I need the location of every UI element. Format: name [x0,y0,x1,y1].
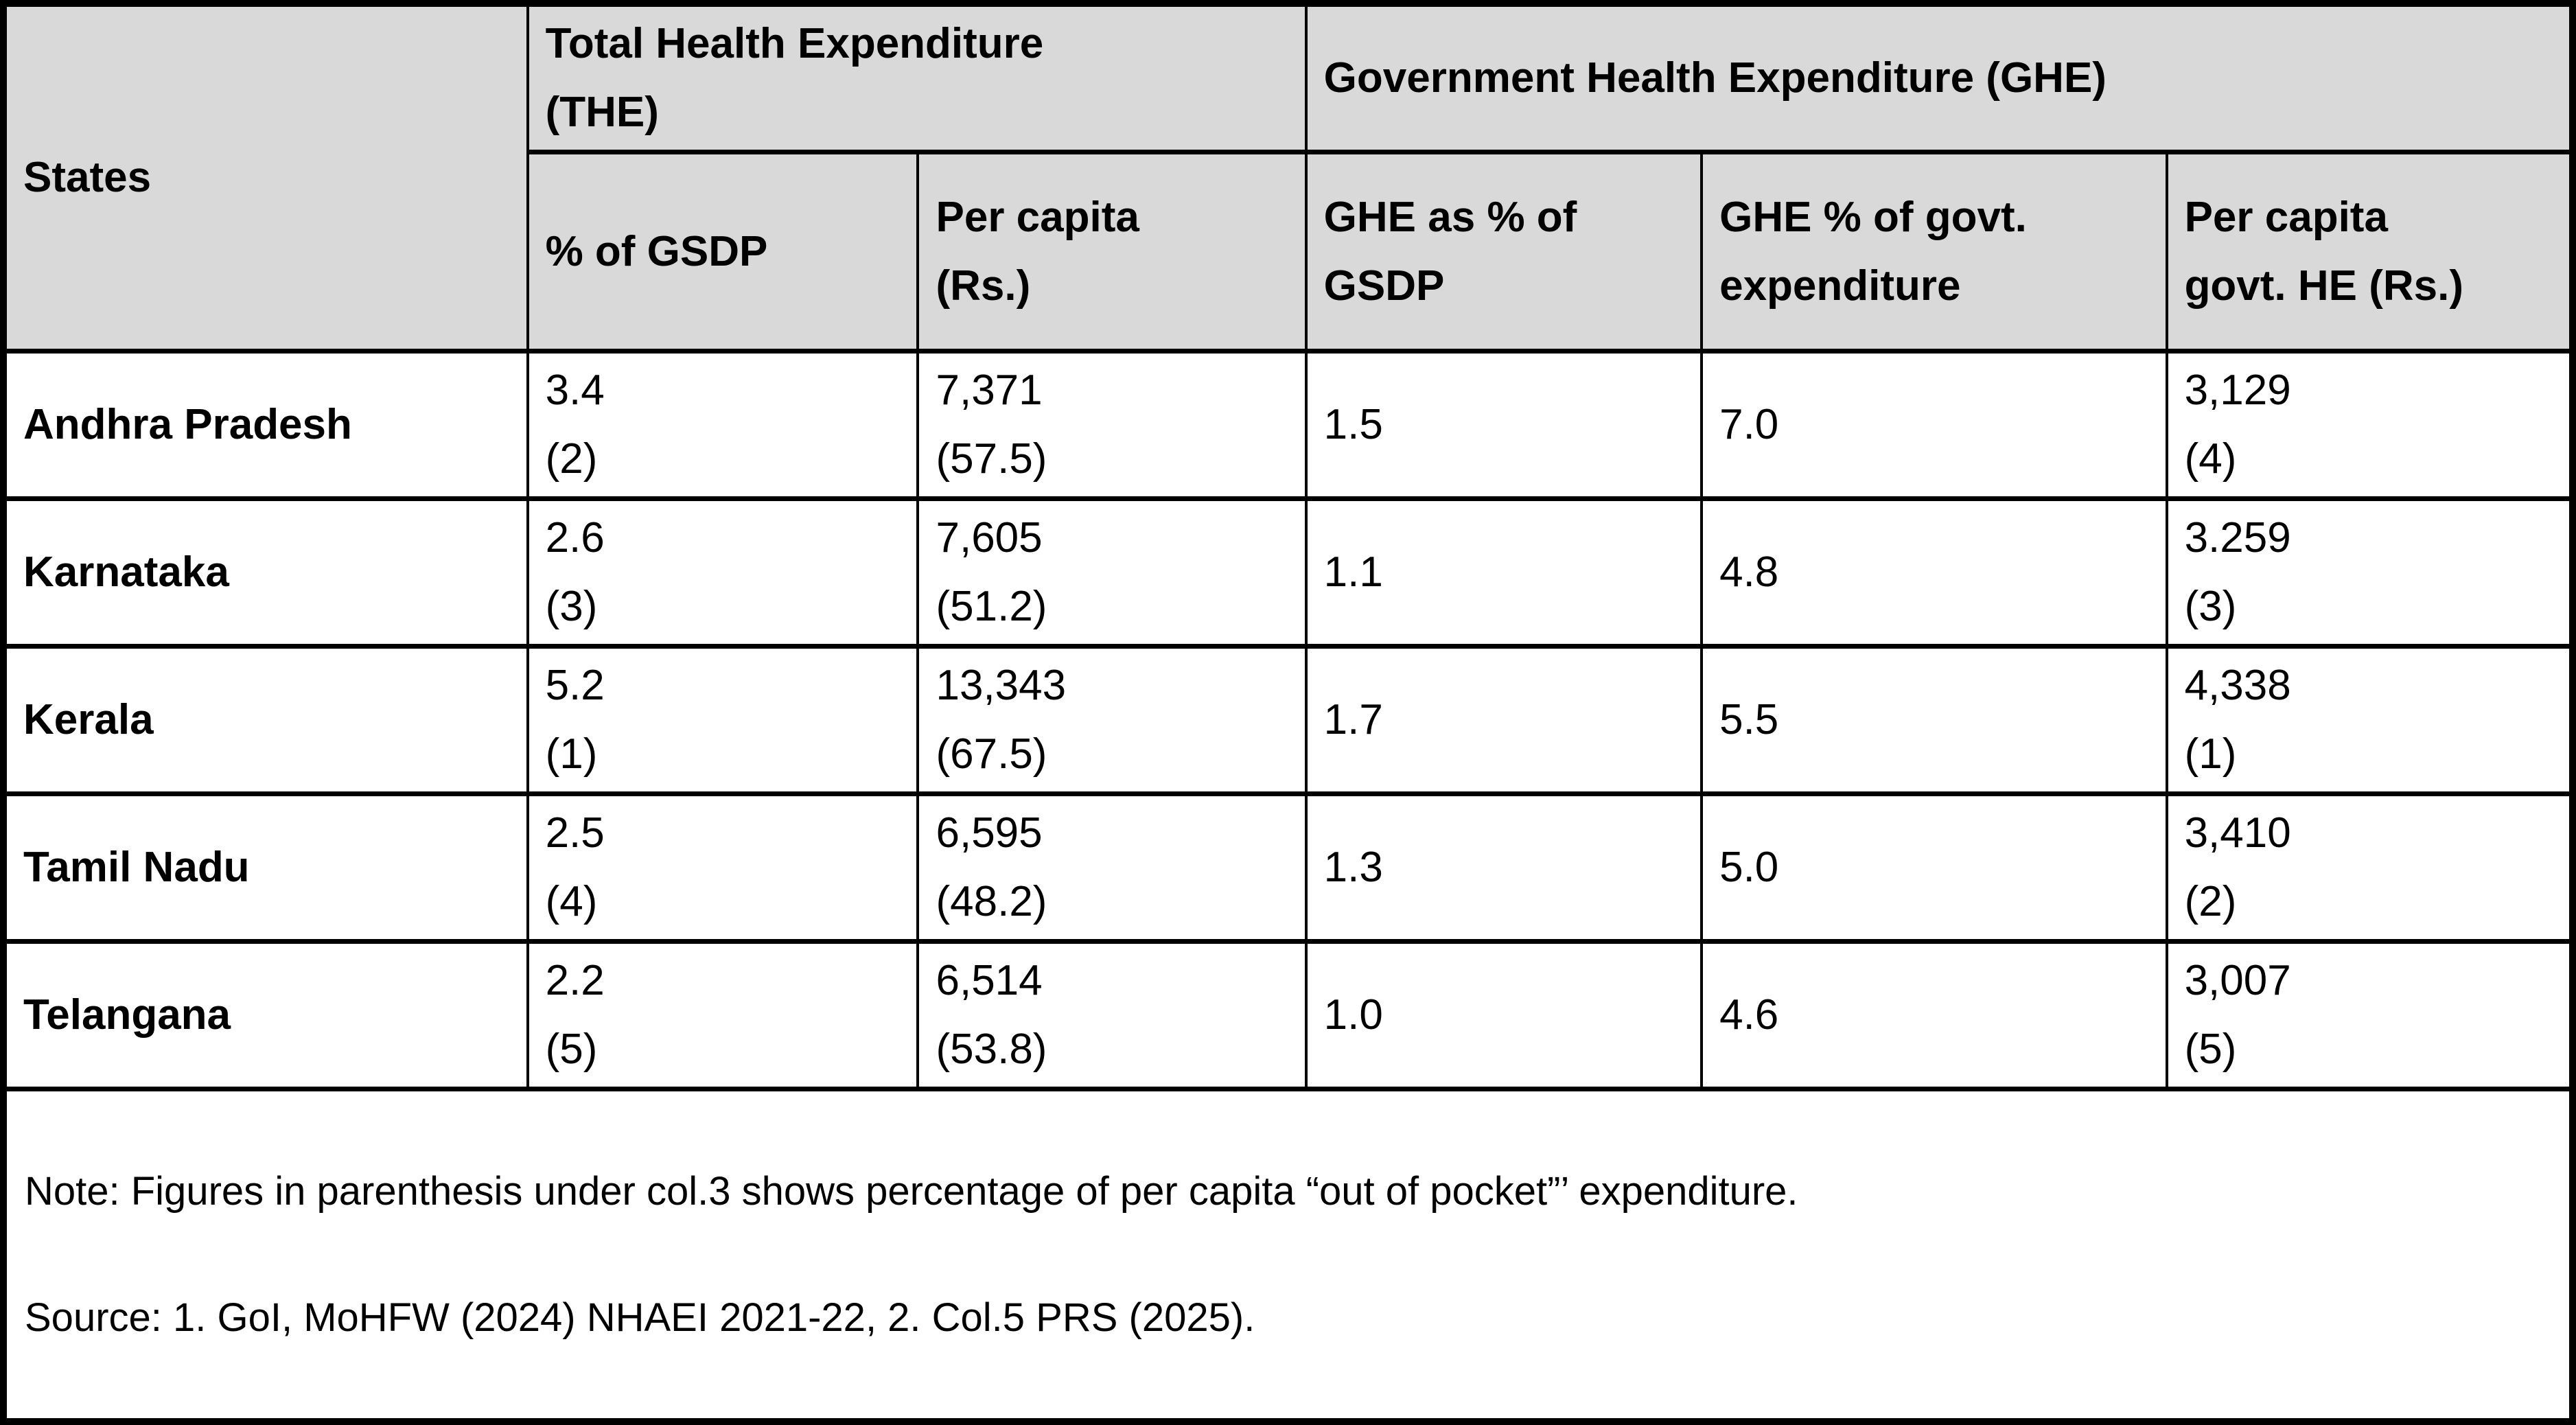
cell-ghe-govt: 5.0 [1700,791,2168,944]
cell-ghe-percap: 3,007 (5) [2165,939,2575,1091]
cell-rank: (1) [545,730,598,778]
cell-ghe-percap: 3.259 (3) [2165,496,2575,649]
cell-value: 13,343 [936,662,1067,709]
cell-the-percap: 6,514 (53.8) [916,939,1308,1091]
cell-rank: (1) [2184,730,2237,778]
cell-rank: (53.8) [936,1026,1047,1073]
cell-value: 3.4 [545,367,605,414]
cell-state: Tamil Nadu [2,791,529,944]
group-header-row: States Total Health Expenditure (THE) Go… [2,1,2575,354]
header-ghe-govt: GHE % of govt. expenditure [1700,150,2168,354]
cell-value: 4,338 [2184,662,2291,709]
cell-value: 3.259 [2184,514,2291,561]
header-the-gsdp: % of GSDP [526,150,920,354]
cell-value: 7,605 [936,514,1043,561]
table-row: Andhra Pradesh 3.4 (2) 7,371 (57.5) 1.5 7.… [2,349,2575,501]
cell-ghe-gsdp: 1.0 [1304,939,1704,1091]
header-group-the: Total Health Expenditure (THE) [526,1,1308,154]
cell-rank: (4) [545,878,598,925]
table-row: Telangana 2.2 (5) 6,514 (53.8) 1.0 4.6 3,0… [2,939,2575,1091]
cell-the-percap: 13,343 (67.5) [916,644,1308,796]
cell-ghe-govt: 4.8 [1700,496,2168,649]
cell-value: 5.2 [545,662,605,709]
cell-rank: (3) [2184,583,2237,630]
cell-rank: (5) [545,1026,598,1073]
cell-the-percap: 7,371 (57.5) [916,349,1308,501]
cell-value: 6,595 [936,809,1043,857]
cell-value: 2.6 [545,514,605,561]
table-source: Source: 1. GoI, MoHFW (2024) NHAEI 2021-… [25,1295,1255,1340]
cell-value: 3,007 [2184,957,2291,1004]
cell-state: Kerala [2,644,529,796]
cell-the-gsdp: 2.6 (3) [526,496,920,649]
cell-ghe-percap: 3,129 (4) [2165,349,2575,501]
cell-rank: (51.2) [936,583,1047,630]
cell-value: 2.5 [545,809,605,857]
cell-the-gsdp: 2.2 (5) [526,939,920,1091]
cell-ghe-govt: 5.5 [1700,644,2168,796]
cell-rank: (2) [2184,878,2237,925]
cell-rank: (67.5) [936,730,1047,778]
cell-value: 3,410 [2184,809,2291,857]
note-cell: Note: Figures in parenthesis under col.3… [2,1087,2574,1424]
table-row: Karnataka 2.6 (3) 7,605 (51.2) 1.1 4.8 3.2… [2,496,2575,649]
cell-the-gsdp: 5.2 (1) [526,644,920,796]
sub-header-row: % of GSDP Per capita (Rs.) GHE as % of G… [3,150,2575,354]
cell-rank: (57.5) [936,435,1047,483]
cell-rank: (4) [2184,435,2237,483]
cell-ghe-percap: 4,338 (1) [2165,644,2575,796]
header-ghe-percap: Per capita govt. HE (Rs.) [2165,150,2575,354]
header-the-percap: Per capita (Rs.) [916,150,1308,354]
note-row: Note: Figures in parenthesis under col.3… [2,1087,2574,1424]
cell-rank: (48.2) [936,878,1047,925]
cell-ghe-govt: 4.6 [1700,939,2168,1091]
cell-value: 2.2 [545,957,605,1004]
table-note: Note: Figures in parenthesis under col.3… [25,1169,1798,1214]
cell-state: Telangana [2,939,529,1091]
cell-rank: (3) [545,583,598,630]
header-group-ghe: Government Health Expenditure (GHE) [1304,1,2575,154]
cell-the-gsdp: 3.4 (2) [526,349,920,501]
cell-state: Karnataka [2,496,529,649]
cell-ghe-gsdp: 1.5 [1304,349,1704,501]
table-row: Tamil Nadu 2.5 (4) 6,595 (48.2) 1.3 5.0 3,… [2,791,2575,944]
cell-state: Andhra Pradesh [2,349,529,501]
cell-ghe-gsdp: 1.3 [1304,791,1704,944]
header-ghe-gsdp: GHE as % of GSDP [1304,150,1704,354]
cell-rank: (2) [545,435,598,483]
table-row: Kerala 5.2 (1) 13,343 (67.5) 1.7 5.5 4,338… [2,644,2575,796]
cell-ghe-govt: 7.0 [1700,349,2168,501]
cell-ghe-gsdp: 1.1 [1304,496,1704,649]
cell-value: 6,514 [936,957,1043,1004]
cell-value: 7,371 [936,367,1043,414]
cell-ghe-percap: 3,410 (2) [2165,791,2575,944]
cell-ghe-gsdp: 1.7 [1304,644,1704,796]
header-states: States [2,1,529,354]
cell-value: 3,129 [2184,367,2291,414]
cell-the-percap: 7,605 (51.2) [916,496,1308,649]
cell-the-percap: 6,595 (48.2) [916,791,1308,944]
cell-rank: (5) [2184,1026,2237,1073]
cell-the-gsdp: 2.5 (4) [526,791,920,944]
